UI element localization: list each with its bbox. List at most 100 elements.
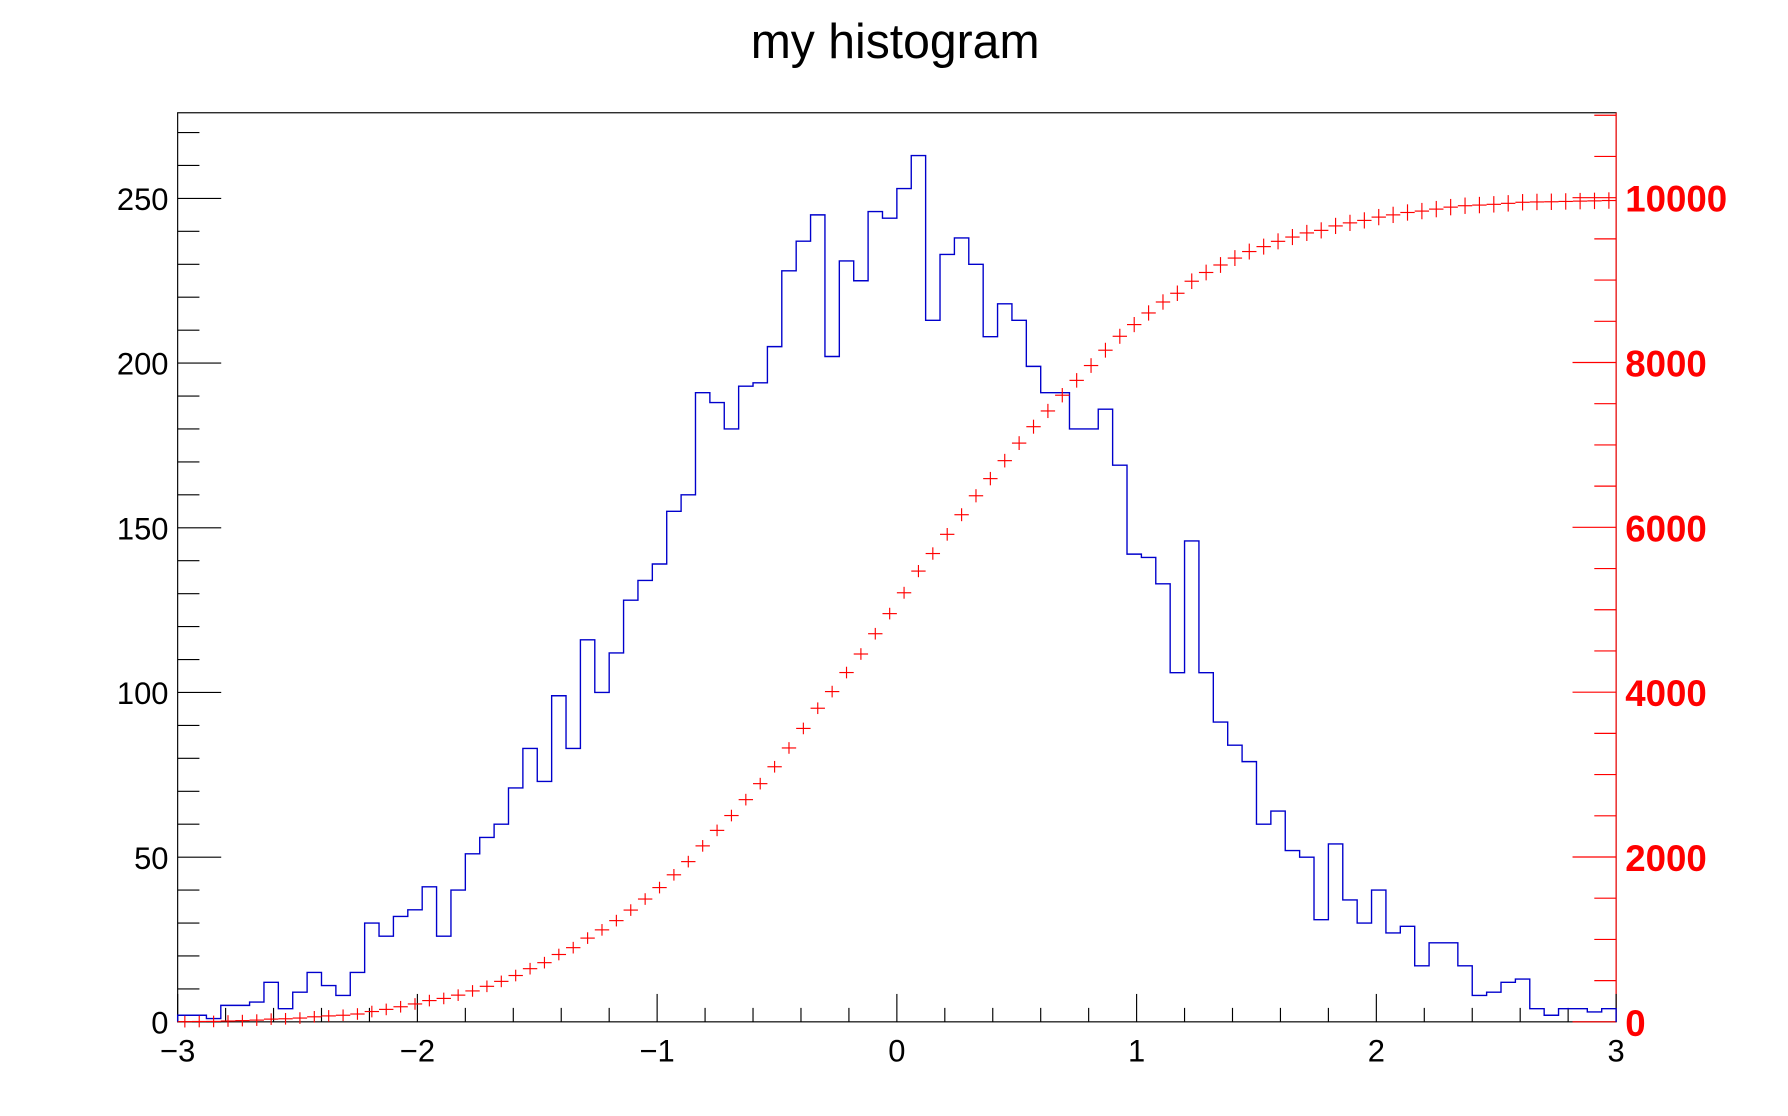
cumulative-marker	[724, 809, 739, 822]
chart-title: my histogram	[751, 15, 1040, 69]
cumulative-marker	[882, 607, 897, 620]
cumulative-marker	[767, 760, 782, 773]
cumulative-marker	[709, 824, 725, 837]
cumulative-marker	[1242, 243, 1257, 260]
cumulative-marker	[263, 1013, 279, 1025]
cumulative-marker	[1572, 192, 1588, 210]
cumulative-marker	[1486, 196, 1502, 213]
cumulative-marker	[1529, 193, 1545, 211]
y-tick-label: 150	[117, 511, 169, 546]
cumulative-marker	[1299, 224, 1315, 241]
y2-tick-label: 0	[1625, 1003, 1645, 1044]
cumulative-marker	[407, 998, 423, 1010]
cumulative-marker	[853, 648, 869, 660]
cumulative-marker	[566, 941, 581, 954]
cumulative-marker	[177, 1015, 193, 1028]
histogram-step-line	[176, 154, 1617, 1022]
cumulative-marker	[321, 1010, 336, 1022]
y-tick-label: 50	[134, 841, 168, 876]
cumulative-marker	[652, 881, 667, 894]
x-tick-label: 0	[888, 1033, 905, 1068]
cumulative-marker	[537, 956, 552, 969]
cumulative-marker	[1170, 285, 1185, 302]
x-tick-label: 2	[1368, 1033, 1385, 1068]
cumulative-marker	[666, 868, 682, 881]
cumulative-marker	[508, 969, 523, 982]
cumulative-marker	[350, 1008, 365, 1020]
cumulative-marker	[1328, 217, 1343, 235]
cumulative-marker	[1127, 316, 1142, 333]
cumulative-marker	[623, 904, 638, 916]
cumulative-marker	[753, 777, 768, 790]
cumulative-marker	[1515, 194, 1530, 211]
cumulative-marker	[1429, 200, 1444, 218]
cumulative-marker	[494, 975, 509, 988]
cumulative-marker	[609, 914, 624, 927]
cumulative-marker	[551, 948, 567, 961]
cumulative-marker	[220, 1015, 236, 1027]
cumulative-marker	[896, 586, 912, 599]
cumulative-marker	[1083, 358, 1099, 373]
cumulative-marker	[1357, 212, 1372, 229]
cumulative-marker	[1371, 208, 1386, 226]
cumulative-marker	[925, 547, 941, 560]
cumulative-marker	[1544, 193, 1559, 210]
cumulative-marker	[522, 962, 538, 975]
cumulative-marker	[1270, 233, 1286, 250]
cumulative-marker	[594, 924, 610, 936]
cumulative-marker	[1414, 202, 1430, 220]
cumulative-marker	[637, 893, 653, 905]
cumulative-marker	[810, 702, 825, 715]
cumulative-marker	[954, 508, 969, 522]
cumulative-marker	[1314, 222, 1329, 239]
cumulative-marker	[738, 793, 754, 806]
cumulative-marker	[235, 1014, 250, 1027]
cumulative-marker	[379, 1003, 394, 1016]
cumulative-marker	[868, 627, 883, 640]
cumulative-marker	[911, 564, 926, 578]
y2-tick-label: 6000	[1625, 508, 1707, 549]
y-tick-label: 250	[117, 182, 169, 217]
cumulative-marker	[1040, 403, 1056, 419]
cumulative-marker	[422, 994, 437, 1007]
y-tick-label: 200	[117, 347, 169, 382]
cumulative-marker	[335, 1009, 351, 1022]
x-tick-label: −1	[639, 1033, 674, 1068]
cumulative-marker	[940, 527, 955, 541]
cumulative-marker	[192, 1015, 207, 1028]
x-tick-label: −2	[400, 1033, 435, 1068]
cumulative-marker	[249, 1014, 264, 1026]
cumulative-marker	[1256, 238, 1271, 255]
cumulative-marker	[1227, 250, 1243, 267]
cumulative-marker	[393, 1000, 408, 1013]
plot-frame	[177, 112, 1617, 1023]
y-tick-label: 100	[117, 676, 169, 711]
y-tick-label: 0	[151, 1005, 168, 1040]
cumulative-marker	[450, 989, 466, 1001]
cumulative-marker	[1285, 229, 1300, 246]
cumulative-marker	[1184, 273, 1199, 290]
cumulative-marker	[1601, 192, 1617, 209]
cumulative-marker	[278, 1012, 293, 1025]
cumulative-marker	[1155, 294, 1171, 310]
cumulative-marker	[436, 992, 451, 1005]
cumulative-marker	[1055, 388, 1070, 403]
cumulative-marker	[781, 742, 797, 754]
cumulative-marker	[1141, 305, 1156, 321]
cumulative-marker	[839, 666, 854, 679]
cumulative-marker	[1501, 195, 1516, 212]
x-tick-label: 3	[1607, 1033, 1624, 1068]
cumulative-marker	[364, 1005, 380, 1018]
cumulative-marker	[681, 855, 696, 868]
cumulative-marker	[1587, 192, 1602, 210]
cumulative-marker	[824, 685, 840, 698]
cumulative-marker	[307, 1010, 322, 1023]
cumulative-marker	[1385, 206, 1401, 224]
cumulative-marker	[983, 471, 998, 486]
cumulative-marker	[1011, 436, 1027, 451]
cumulative-marker	[1443, 198, 1458, 216]
cumulative-marker	[206, 1015, 221, 1028]
x-tick-label: −3	[160, 1033, 195, 1068]
